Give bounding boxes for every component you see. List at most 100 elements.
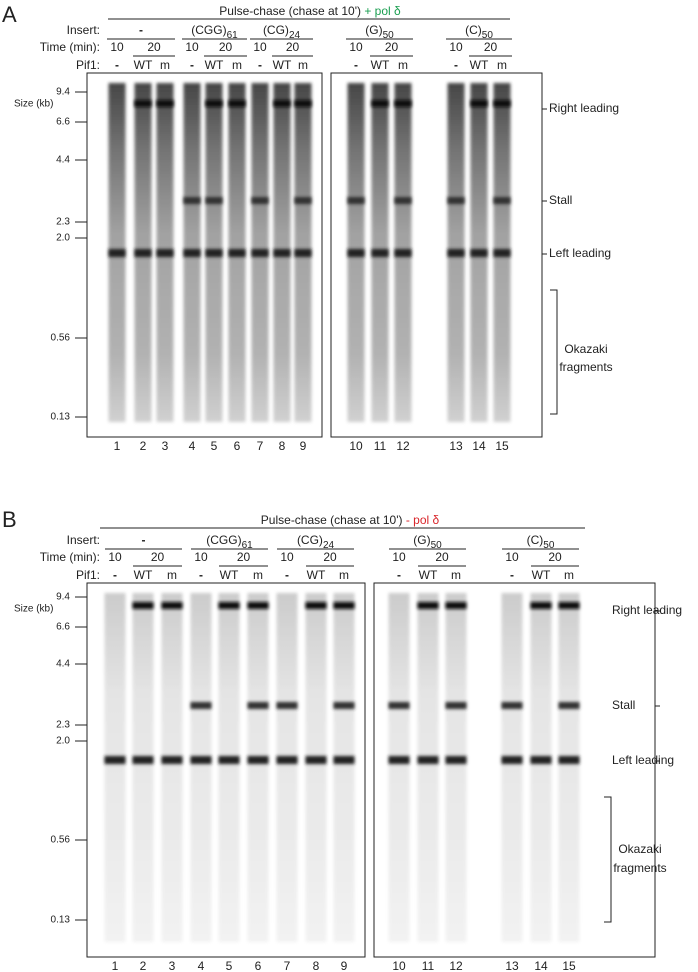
time-label: 10 [108, 550, 122, 564]
lane-number: 9 [341, 959, 348, 972]
okazaki-label: Okazaki [618, 842, 661, 856]
insert-label: (CG)24 [263, 23, 301, 40]
okazaki-label: fragments [613, 861, 666, 875]
row-label: Pif1: [76, 58, 100, 72]
band [156, 100, 174, 107]
lane-number: 8 [313, 959, 320, 972]
band [251, 197, 269, 204]
lane-smear [333, 593, 355, 942]
panel-title: Pulse-chase (chase at 10') + pol δ [219, 4, 401, 18]
insert-sub: 61 [227, 30, 239, 41]
lane-number: 6 [234, 439, 241, 453]
band [294, 197, 312, 204]
band [394, 100, 412, 107]
band [273, 249, 291, 257]
band [134, 100, 152, 107]
band [228, 249, 246, 257]
time-label: 10 [449, 40, 463, 54]
band [333, 756, 355, 764]
pif1-label: m [497, 58, 507, 72]
insert-sub: 24 [289, 30, 301, 41]
size-label: 9.4 [56, 87, 70, 98]
time-label: 10 [253, 40, 267, 54]
band [218, 756, 240, 764]
size-label: 0.56 [51, 835, 71, 846]
lane-number: 3 [162, 439, 169, 453]
condition: + pol δ [364, 4, 401, 18]
band [183, 197, 201, 204]
band [276, 756, 298, 764]
band [273, 100, 291, 107]
size-label: 4.4 [56, 155, 70, 166]
insert-label: (CGG)61 [191, 23, 238, 40]
lane-number: 1 [114, 439, 121, 453]
band [247, 756, 269, 764]
lane-number: 4 [198, 959, 205, 972]
lane-number: 14 [534, 959, 548, 972]
size-label: 4.4 [56, 659, 70, 670]
lane-number: 12 [396, 439, 410, 453]
band [247, 602, 269, 609]
band [470, 249, 488, 257]
band [333, 702, 355, 709]
pif1-label: - [510, 568, 514, 582]
insert-text: (CGG) [191, 23, 226, 37]
insert-text: (C) [465, 23, 482, 37]
lane-smear [445, 593, 467, 942]
time-label: 10 [194, 550, 208, 564]
pif1-label: m [298, 58, 308, 72]
insert-text: - [139, 23, 143, 37]
band [218, 602, 240, 609]
band-label: Left leading [549, 246, 611, 260]
time-label: 10 [505, 550, 519, 564]
row-label: Time (min): [40, 40, 100, 54]
lane-smear [558, 593, 580, 942]
band [501, 702, 523, 709]
insert-sub: 50 [482, 30, 494, 41]
size-label: 0.13 [51, 412, 71, 423]
band [371, 249, 389, 257]
band [470, 100, 488, 107]
size-label: 6.6 [56, 117, 70, 128]
band-label: Right leading [612, 603, 682, 617]
time-label: 20 [323, 550, 337, 564]
insert-sub: 24 [323, 540, 335, 551]
lane-number: 10 [392, 959, 406, 972]
pif1-label: m [451, 568, 461, 582]
band [558, 602, 580, 609]
lane-number: 7 [284, 959, 291, 972]
insert-text: (G) [413, 533, 430, 547]
band [108, 249, 126, 257]
band [447, 197, 465, 204]
insert-text: - [142, 533, 146, 547]
band [104, 756, 126, 764]
lane-number: 5 [226, 959, 233, 972]
band [276, 702, 298, 709]
pif1-label: - [285, 568, 289, 582]
lane-smear [132, 593, 154, 942]
pif1-label: WT [419, 568, 438, 582]
insert-text: (C) [527, 533, 544, 547]
band [501, 756, 523, 764]
panel-label: A [2, 2, 17, 27]
pif1-label: WT [134, 568, 153, 582]
title-text: Pulse-chase (chase at 10') [219, 4, 361, 18]
okazaki-label: Okazaki [564, 342, 607, 356]
bracket [550, 289, 558, 415]
size-label: 0.56 [51, 333, 71, 344]
band [445, 702, 467, 709]
band [134, 249, 152, 257]
band [228, 100, 246, 107]
insert-sub: 50 [383, 30, 395, 41]
insert-sub: 50 [431, 540, 443, 551]
lane-smear [161, 593, 183, 942]
panel-title: Pulse-chase (chase at 10') - pol δ [261, 513, 440, 527]
insert-text: (G) [365, 23, 382, 37]
panel-label: B [2, 507, 17, 532]
pif1-label: - [454, 58, 458, 72]
insert-sub: 50 [543, 540, 555, 551]
lane-number: 6 [255, 959, 262, 972]
size-label: 6.6 [56, 622, 70, 633]
band [530, 756, 552, 764]
pif1-label: - [115, 58, 119, 72]
